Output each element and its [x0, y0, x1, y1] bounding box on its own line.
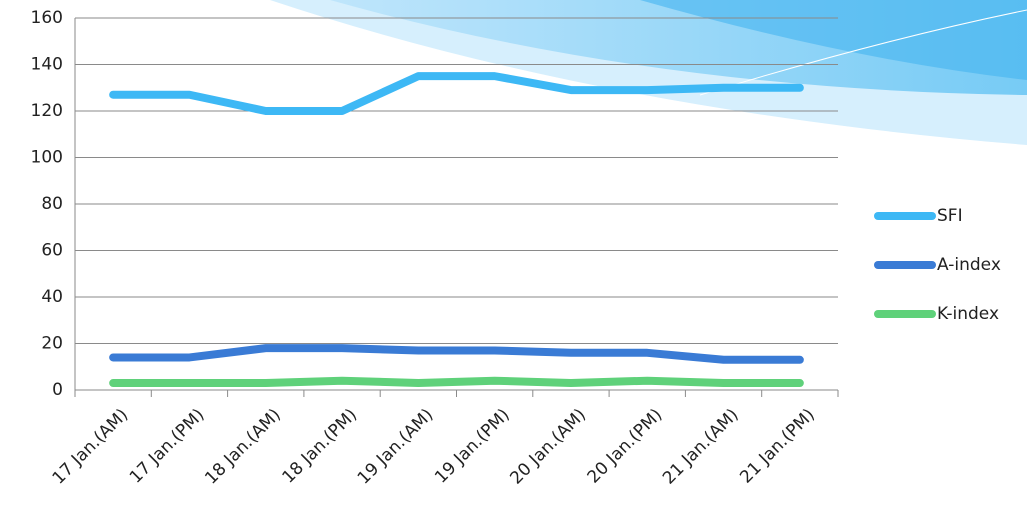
x-tick-label: 18 Jan.(PM) — [279, 405, 362, 488]
x-tick-label: 20 Jan.(PM) — [584, 405, 667, 488]
y-tick-label: 60 — [41, 241, 63, 261]
x-tick-label: 17 Jan.(AM) — [49, 405, 133, 489]
x-tick-label: 21 Jan.(AM) — [659, 405, 743, 489]
legend-label: SFI — [937, 206, 963, 226]
x-tick-label: 17 Jan.(PM) — [126, 405, 209, 488]
y-tick-label: 100 — [31, 148, 63, 168]
y-tick-label: 140 — [31, 55, 63, 75]
x-tick-label: 20 Jan.(AM) — [506, 405, 590, 489]
series-line — [109, 344, 804, 364]
x-tick-label: 21 Jan.(PM) — [736, 405, 819, 488]
legend-label: K-index — [937, 304, 999, 324]
series-line — [109, 376, 804, 388]
y-tick-label: 20 — [41, 334, 63, 354]
y-tick-label: 120 — [31, 101, 63, 121]
y-tick-label: 80 — [41, 194, 63, 214]
x-tick-label: 18 Jan.(AM) — [201, 405, 285, 489]
x-tick-label: 19 Jan.(PM) — [431, 405, 514, 488]
y-tick-label: 40 — [41, 287, 63, 307]
decoration — [270, 0, 1027, 145]
legend-label: A-index — [937, 255, 1001, 275]
x-tick-label: 19 Jan.(AM) — [354, 405, 438, 489]
y-tick-label: 0 — [52, 380, 63, 400]
y-tick-label: 160 — [31, 8, 63, 28]
series-line — [109, 72, 804, 115]
